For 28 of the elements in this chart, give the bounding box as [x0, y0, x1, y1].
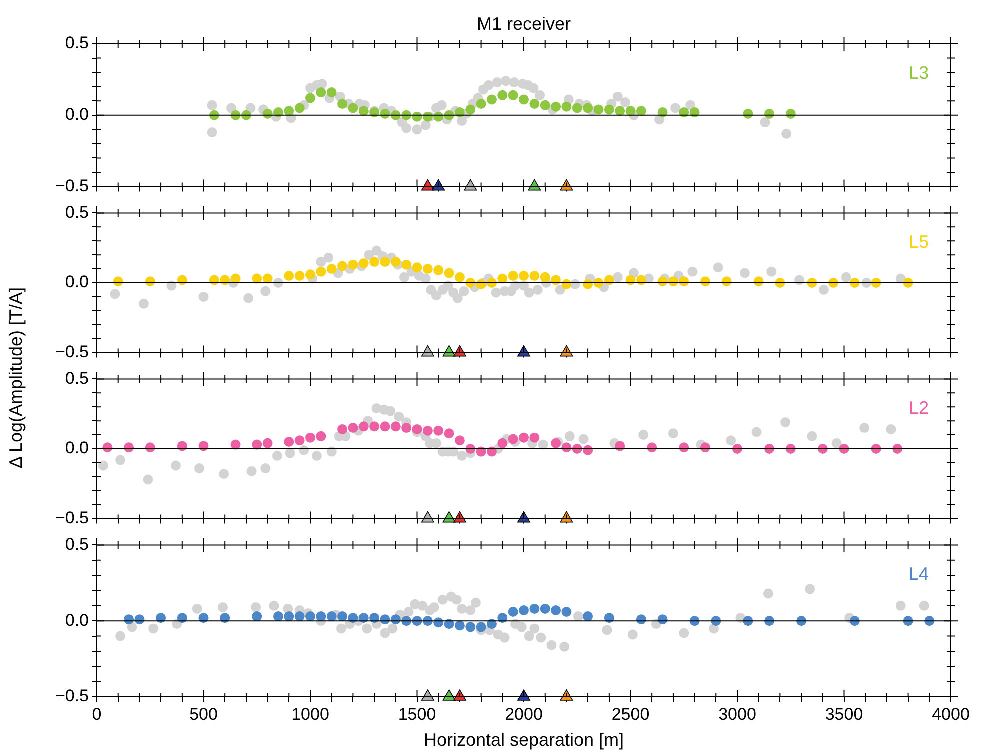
x-axis-title: Horizontal separation [m] — [424, 730, 624, 750]
y-tick-label: −0.5 — [55, 342, 89, 362]
y-tick-label: 0.0 — [65, 438, 89, 458]
x-tick-label: 1500 — [398, 704, 436, 724]
x-tick-label: 500 — [190, 704, 218, 724]
x-tick-label: 3500 — [825, 704, 864, 724]
text: L3 — [908, 62, 929, 83]
y-tick-label: 0.5 — [65, 368, 89, 388]
x-tick-label: 0 — [92, 704, 102, 724]
x-tick-label: 1000 — [292, 704, 330, 724]
y-tick-label: −0.5 — [55, 176, 89, 196]
y-tick-label: 0.5 — [65, 202, 89, 222]
x-tick-label: 2000 — [505, 704, 543, 724]
y-tick-label: 0.0 — [65, 105, 89, 124]
series-label: L4 — [908, 564, 929, 584]
y-tick-label: 0.0 — [65, 272, 89, 292]
y-tick-label: −0.5 — [55, 686, 89, 706]
y-tick-label: −0.5 — [55, 508, 89, 528]
y-tick-label: 0.5 — [65, 34, 89, 53]
y-tick-label: 0.5 — [65, 534, 89, 554]
x-tick-label: 3000 — [718, 704, 756, 724]
x-tick-label: 4000 — [932, 704, 970, 724]
series-label: L2 — [908, 398, 929, 418]
series-label: L5 — [908, 232, 929, 252]
y-tick-label: 0.0 — [65, 610, 89, 630]
chart-title: M1 receiver — [476, 14, 572, 34]
x-tick-label: 2500 — [612, 704, 650, 724]
y-axis-title: Δ Log(Amplitude) [T/A] — [5, 287, 27, 469]
